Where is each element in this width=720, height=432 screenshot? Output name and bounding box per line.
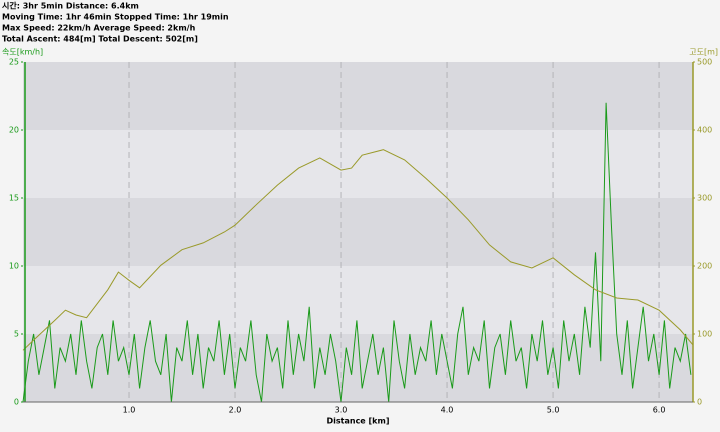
series-line bbox=[22, 102, 692, 403]
y2-tick-label: 300 bbox=[697, 194, 712, 203]
x-tick-label: 4.0 bbox=[441, 406, 454, 415]
x-axis-label: Distance [km] bbox=[327, 417, 390, 426]
x-tick-label: 3.0 bbox=[335, 406, 348, 415]
y2-tick-label: 400 bbox=[697, 126, 712, 135]
summary-line: Moving Time: 1hr 46min Stopped Time: 1hr… bbox=[2, 13, 229, 22]
y2-tick-label: 200 bbox=[697, 262, 712, 271]
y2-tick-label: 100 bbox=[697, 330, 712, 339]
summary-line: Total Ascent: 484[m] Total Descent: 502[… bbox=[2, 35, 198, 44]
band bbox=[23, 334, 693, 402]
band bbox=[23, 198, 693, 266]
y2-axis-label: 고도[m] bbox=[689, 48, 718, 57]
x-tick-label: 2.0 bbox=[229, 406, 242, 415]
series-line bbox=[22, 149, 694, 351]
y-tick-label: 5 bbox=[14, 330, 19, 339]
x-tick-label: 6.0 bbox=[653, 406, 666, 415]
x-tick-label: 5.0 bbox=[547, 406, 560, 415]
y-tick-label: 25 bbox=[9, 58, 19, 67]
summary-line: Max Speed: 22km/h Average Speed: 2km/h bbox=[2, 24, 196, 33]
band bbox=[23, 62, 693, 130]
y-axis-label: 속도[km/h] bbox=[2, 48, 43, 57]
summary-line: 시간: 3hr 5min Distance: 6.4km bbox=[2, 1, 139, 11]
y-tick-label: 10 bbox=[9, 262, 19, 271]
y-tick-label: 0 bbox=[14, 398, 19, 407]
y2-tick-label: 500 bbox=[697, 58, 712, 67]
y-tick-label: 15 bbox=[9, 194, 19, 203]
y-tick-label: 20 bbox=[9, 126, 19, 135]
plot-background bbox=[23, 62, 693, 402]
x-tick-label: 1.0 bbox=[123, 406, 136, 415]
y2-tick-label: 0 bbox=[697, 398, 702, 407]
